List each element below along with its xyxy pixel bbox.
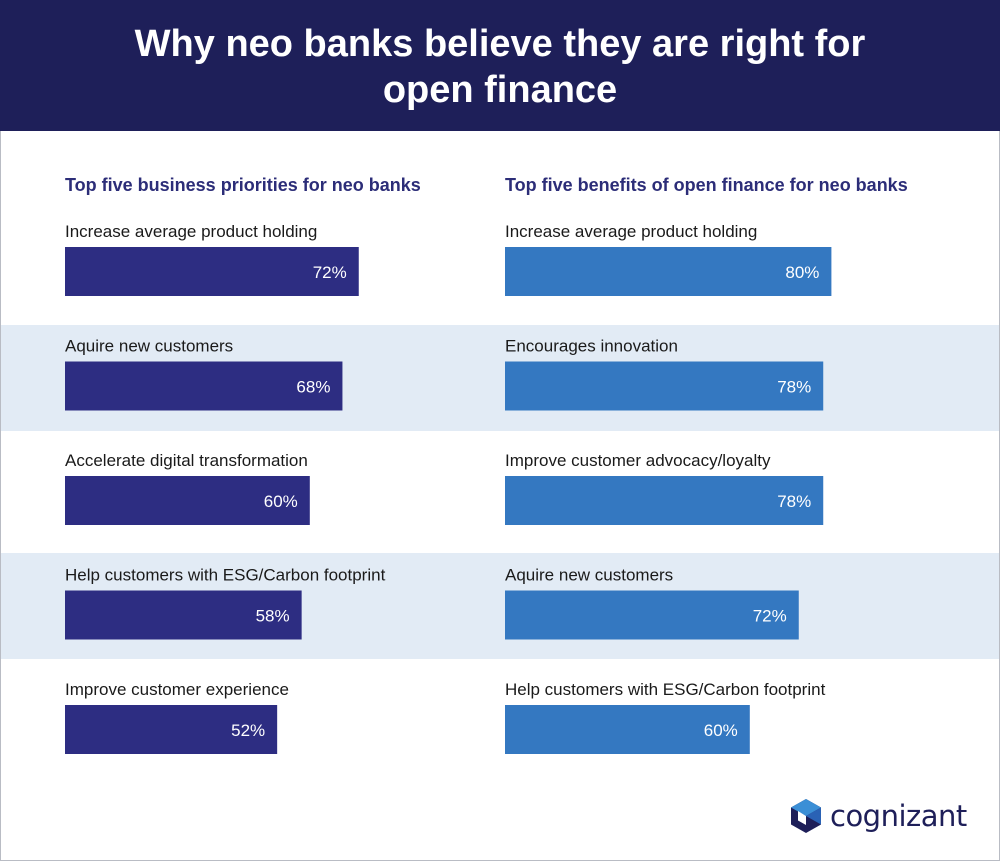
- logo-text: cognizant: [830, 799, 967, 833]
- value-label: 68%: [296, 378, 330, 397]
- cognizant-hexagon-icon: [791, 799, 821, 833]
- category-label: Increase average product holding: [65, 222, 317, 241]
- value-label: 52%: [231, 721, 265, 740]
- header-banner: Why neo banks believe they are right for…: [0, 0, 1000, 131]
- category-label: Accelerate digital transformation: [65, 451, 308, 470]
- category-label: Improve customer advocacy/loyalty: [505, 451, 771, 470]
- bar: [65, 361, 343, 411]
- bar: [505, 705, 750, 754]
- brand-logo: cognizant: [788, 798, 967, 834]
- bar: [65, 705, 278, 754]
- bar: [505, 361, 824, 411]
- value-label: 60%: [704, 721, 738, 740]
- value-label: 78%: [777, 492, 811, 511]
- category-label: Encourages innovation: [505, 337, 678, 356]
- page-title: Why neo banks believe they are right for…: [134, 22, 866, 111]
- bar: [505, 476, 824, 525]
- value-label: 60%: [264, 492, 298, 511]
- bar: [65, 247, 359, 296]
- category-label: Improve customer experience: [65, 680, 289, 699]
- value-label: 80%: [785, 263, 819, 282]
- category-label: Increase average product holding: [505, 222, 757, 241]
- chart-title: Top five benefits of open finance for ne…: [505, 175, 908, 195]
- value-label: 58%: [256, 607, 290, 626]
- bar: [65, 476, 310, 525]
- category-label: Aquire new customers: [65, 337, 233, 356]
- category-label: Help customers with ESG/Carbon footprint: [65, 566, 386, 585]
- value-label: 72%: [753, 607, 787, 626]
- category-label: Aquire new customers: [505, 566, 673, 585]
- bar: [65, 590, 302, 640]
- bar: [505, 247, 832, 296]
- chart-title: Top five business priorities for neo ban…: [65, 175, 421, 195]
- value-label: 72%: [313, 263, 347, 282]
- bar: [505, 590, 799, 640]
- value-label: 78%: [777, 378, 811, 397]
- category-label: Help customers with ESG/Carbon footprint: [505, 680, 826, 699]
